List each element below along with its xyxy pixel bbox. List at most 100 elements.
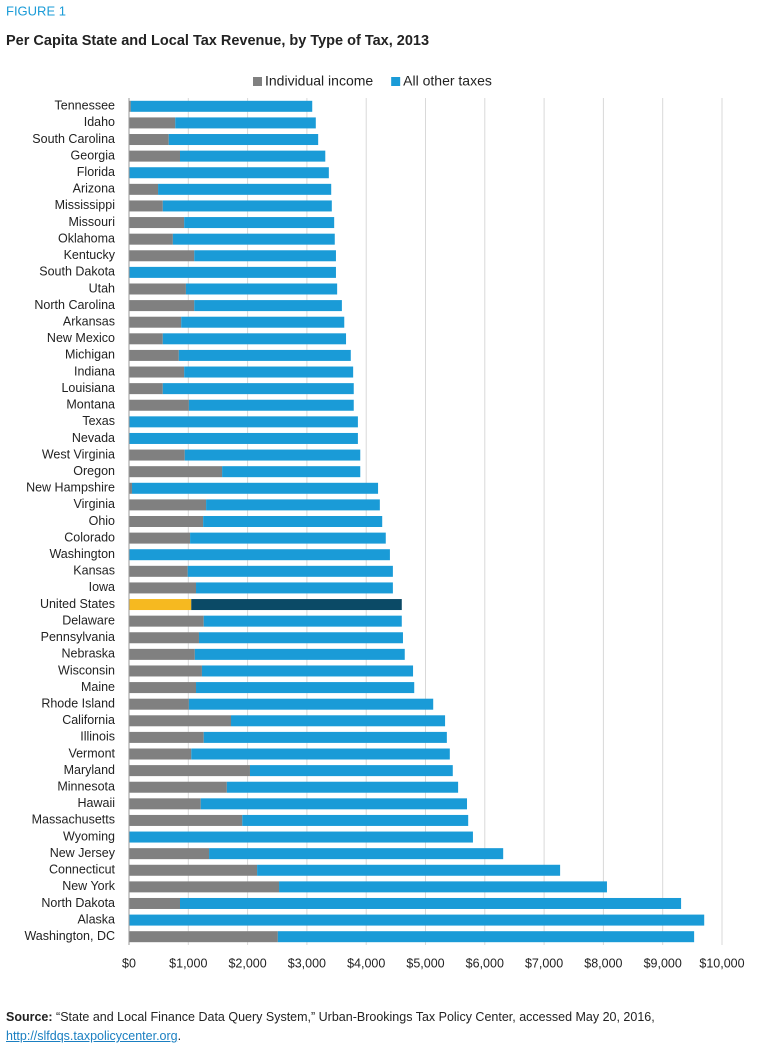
bar-segment: [129, 416, 358, 428]
bar-segment: [129, 217, 185, 229]
bar-segment: [196, 582, 393, 594]
bar-segment: [129, 134, 169, 146]
bar-segment: [188, 399, 354, 411]
bar-segment: [206, 499, 380, 511]
y-tick-label: Indiana: [74, 364, 115, 378]
page: FIGURE 1 Per Capita State and Local Tax …: [6, 3, 745, 1043]
y-tick-label: Virginia: [74, 497, 116, 511]
chart: FIGURE 1 Per Capita State and Local Tax …: [6, 3, 745, 970]
y-tick-label: Kansas: [73, 564, 115, 578]
bar-segment: [129, 831, 473, 843]
bar-segment: [129, 565, 188, 577]
y-tick-label: Louisiana: [61, 381, 115, 395]
y-tick-label: Arizona: [73, 182, 115, 196]
x-tick-label: $3,000: [288, 956, 326, 970]
bar-segment: [129, 798, 201, 810]
bar-segment: [203, 615, 402, 627]
y-tick-label: Texas: [82, 414, 115, 428]
bar-segment: [129, 316, 182, 328]
bar-segment: [129, 632, 199, 644]
x-tick-label: $2,000: [228, 956, 266, 970]
chart-title: Per Capita State and Local Tax Revenue, …: [6, 33, 429, 49]
bar-segment: [129, 250, 195, 262]
bar-segment: [168, 134, 319, 146]
legend-swatch: [253, 77, 262, 86]
bar-segment: [175, 117, 316, 129]
x-tick-label: $10,000: [699, 956, 744, 970]
bar-segment: [279, 881, 607, 893]
bar-segment: [129, 881, 280, 893]
y-tick-label: Washington: [49, 547, 115, 561]
bar-segment: [129, 698, 189, 710]
y-tick-label: Rhode Island: [41, 696, 115, 710]
bar-segment: [129, 781, 227, 793]
bar-segment: [178, 349, 351, 361]
bar-segment: [194, 250, 336, 262]
bar-segment: [129, 283, 186, 295]
bar-segment: [129, 715, 231, 727]
y-tick-label: South Carolina: [32, 132, 115, 146]
bar-segment: [198, 632, 403, 644]
legend-label: All other taxes: [403, 73, 492, 89]
y-tick-label: Illinois: [80, 730, 115, 744]
bar-segment: [162, 333, 347, 345]
figure-label: FIGURE 1: [6, 3, 66, 18]
bar-segment: [129, 383, 163, 395]
bar-segment: [130, 100, 313, 112]
bar-segment: [129, 532, 191, 544]
bar-segment: [188, 698, 434, 710]
y-tick-label: New Hampshire: [26, 481, 115, 495]
y-tick-label: New Jersey: [50, 846, 116, 860]
bar-segment: [194, 300, 342, 312]
bar-segment: [129, 748, 192, 760]
bar-segment: [129, 183, 159, 195]
source-link[interactable]: http://slfdqs.taxpolicycenter.org: [6, 1029, 178, 1043]
x-tick-label: $0: [122, 956, 136, 970]
bar-segment: [129, 167, 329, 179]
bar-segment: [129, 665, 202, 677]
bar-segment: [172, 233, 335, 245]
y-tick-label: North Carolina: [34, 298, 115, 312]
y-tick-label: Montana: [66, 398, 115, 412]
bar-segment: [129, 864, 258, 876]
source-label: Source:: [6, 1010, 53, 1024]
x-tick-label: $7,000: [525, 956, 563, 970]
bar-segment: [162, 383, 354, 395]
bar-segment: [129, 117, 176, 129]
bar-segment: [129, 516, 204, 527]
y-tick-label: Nevada: [72, 431, 115, 445]
bar-segment: [129, 482, 132, 494]
y-tick-label: Maryland: [64, 763, 115, 777]
y-tick-label: Washington, DC: [24, 929, 115, 943]
x-tick-label: $4,000: [347, 956, 385, 970]
y-tick-label: Ohio: [89, 514, 115, 528]
bar-segment: [129, 233, 173, 245]
bar-segment: [129, 549, 390, 561]
bar-segment: [190, 532, 386, 544]
bar-segment: [226, 781, 459, 793]
bar-segment: [222, 466, 361, 478]
y-tick-label: Wisconsin: [58, 663, 115, 677]
bar-segment: [230, 715, 446, 727]
x-tick-label: $5,000: [406, 956, 444, 970]
y-tick-label: Wyoming: [63, 829, 115, 843]
bar-segment: [129, 349, 179, 361]
y-tick-label: Nebraska: [62, 647, 116, 661]
source-note: Source: “State and Local Finance Data Qu…: [6, 1008, 746, 1046]
bar-segment: [131, 482, 379, 494]
y-tick-label: Tennessee: [55, 99, 116, 113]
bar-segment: [129, 432, 358, 444]
source-text: “State and Local Finance Data Query Syst…: [56, 1010, 655, 1024]
legend-label: Individual income: [265, 73, 373, 89]
bar-segment: [196, 682, 415, 694]
x-tick-label: $9,000: [644, 956, 682, 970]
bar-segment: [185, 283, 338, 295]
bar-segment: [201, 665, 414, 677]
y-tick-label: Michigan: [65, 348, 115, 362]
y-tick-label: South Dakota: [39, 265, 115, 279]
y-tick-label: Connecticut: [49, 863, 116, 877]
bar-segment: [129, 731, 204, 743]
legend-swatch: [391, 77, 401, 86]
bar-segment: [129, 100, 131, 112]
bar-segment: [184, 217, 335, 229]
